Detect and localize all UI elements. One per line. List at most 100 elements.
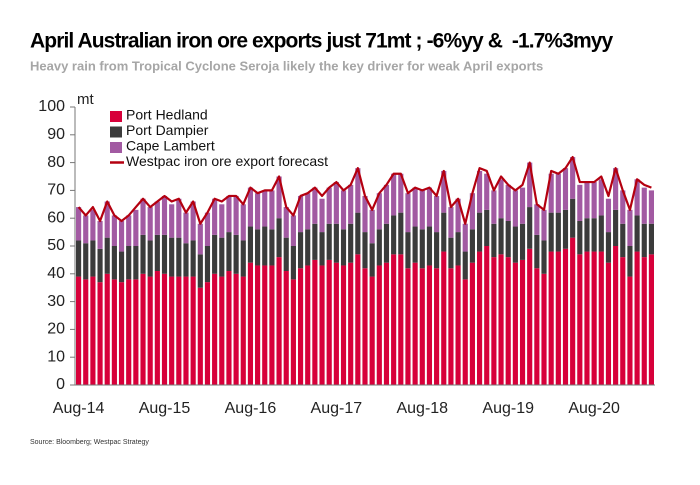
- bar-segment: [412, 187, 418, 227]
- bar-segment: [326, 187, 332, 224]
- bar-segment: [362, 232, 368, 269]
- bar-segment: [591, 251, 597, 385]
- bar-segment: [233, 273, 239, 385]
- bar-segment: [305, 193, 311, 230]
- bar-segment: [383, 184, 390, 224]
- x-tick-label: Aug-17: [311, 400, 363, 417]
- bar-segment: [118, 251, 125, 283]
- y-tick-label: 100: [38, 98, 65, 115]
- bar-segment: [76, 207, 82, 241]
- bar-segment: [541, 209, 547, 241]
- bar-segment: [190, 240, 196, 277]
- bar-segment: [297, 268, 304, 385]
- bar-segment: [262, 265, 268, 385]
- bar-segment: [620, 190, 626, 224]
- y-tick-label: 50: [47, 237, 65, 254]
- bar-segment: [512, 262, 518, 385]
- bar-segment: [340, 265, 347, 385]
- bar-segment: [276, 257, 282, 385]
- source: Source: Bloomberg; Westpac Strategy: [30, 439, 149, 446]
- bar-segment: [140, 234, 146, 274]
- bar-segment: [462, 279, 468, 385]
- y-tick-label: 30: [47, 293, 65, 310]
- bar-segment: [197, 287, 203, 385]
- bar-segment: [319, 198, 325, 233]
- bar-segment: [498, 218, 504, 255]
- bar-segment: [548, 212, 554, 252]
- bar-segment: [455, 198, 461, 233]
- bar-segment: [570, 198, 576, 238]
- x-tick-label: Aug-16: [225, 400, 277, 417]
- bar-segment: [169, 204, 175, 238]
- bar-segment: [391, 215, 397, 255]
- legend-swatch: [110, 142, 122, 153]
- bar-segment: [419, 229, 425, 269]
- bar-segment: [419, 268, 425, 385]
- bar-segment: [97, 248, 103, 283]
- x-tick-label: Aug-14: [53, 400, 105, 417]
- bar-segment: [570, 157, 576, 199]
- bar-segment: [613, 246, 619, 385]
- bar-segment: [240, 204, 246, 241]
- bar-segment: [190, 276, 196, 385]
- bar-segment: [111, 279, 117, 385]
- bar-segment: [498, 179, 504, 219]
- bar-segment: [476, 251, 483, 385]
- legend-swatch: [110, 126, 122, 138]
- bar-segment: [605, 232, 612, 263]
- bar-segment: [319, 232, 325, 266]
- bar-segment: [419, 190, 425, 230]
- bar-segment: [613, 209, 619, 246]
- bar-segment: [348, 184, 354, 224]
- bar-segment: [627, 209, 633, 246]
- bar-segment: [212, 273, 218, 385]
- bar-segment: [369, 276, 375, 385]
- bar-segment: [584, 251, 590, 385]
- bar-segment: [104, 273, 110, 385]
- bar-segment: [176, 198, 182, 238]
- legend-label: Port Hedland: [126, 107, 208, 123]
- bar-segment: [641, 257, 647, 385]
- bar-segment: [247, 226, 254, 263]
- bar-segment: [262, 226, 268, 266]
- x-tick-label: Aug-19: [482, 400, 534, 417]
- bar-segment: [133, 279, 139, 385]
- bar-segment: [133, 246, 139, 280]
- bar-segment: [648, 254, 654, 385]
- bar-segment: [333, 223, 339, 263]
- bar-segment: [383, 223, 390, 263]
- bar-segment: [276, 176, 282, 219]
- bar-segment: [448, 268, 454, 385]
- bar-segment: [562, 209, 569, 249]
- bar-segment: [469, 262, 475, 385]
- bar-segment: [534, 268, 540, 385]
- bar-segment: [577, 220, 583, 255]
- bar-segment: [169, 237, 175, 277]
- bar-segment: [233, 234, 239, 274]
- legend-label: Cape Lambert: [126, 138, 215, 154]
- bar-segment: [462, 251, 468, 280]
- bar-segment: [104, 237, 110, 274]
- y-tick-label: 0: [56, 376, 65, 393]
- bar-segment: [233, 195, 239, 235]
- bar-segment: [247, 262, 254, 385]
- bar-segment: [219, 276, 225, 385]
- forecast-line: [77, 155, 652, 225]
- bar-segment: [190, 201, 196, 241]
- bar-segment: [204, 212, 211, 246]
- bar-segment: [391, 173, 397, 216]
- bar-segment: [591, 182, 597, 219]
- bar-segment: [498, 254, 504, 385]
- bar-segment: [269, 190, 275, 230]
- bar-segment: [534, 234, 540, 269]
- x-tick-label: Aug-20: [568, 400, 620, 417]
- bar-segment: [376, 229, 382, 266]
- bar-segment: [391, 254, 397, 385]
- bar-segment: [83, 243, 89, 280]
- bar-segment: [605, 198, 612, 233]
- bar-segment: [126, 246, 132, 280]
- bar-segment: [491, 257, 497, 385]
- bar-segment: [111, 215, 117, 246]
- bar-segment: [505, 184, 511, 221]
- bar-segment: [426, 226, 433, 266]
